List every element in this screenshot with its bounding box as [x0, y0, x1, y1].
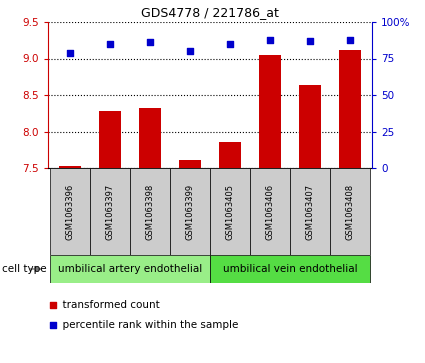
- Text: cell type: cell type: [2, 264, 47, 274]
- Text: GSM1063405: GSM1063405: [226, 184, 235, 240]
- Bar: [290, 168, 330, 255]
- Text: GSM1063396: GSM1063396: [65, 183, 74, 240]
- Bar: [339, 50, 361, 363]
- Text: GSM1063408: GSM1063408: [346, 183, 354, 240]
- Point: [50, 302, 57, 308]
- Point: [50, 322, 57, 328]
- Bar: [210, 255, 370, 283]
- Point: [306, 38, 313, 44]
- Text: umbilical artery endothelial: umbilical artery endothelial: [58, 264, 202, 274]
- Text: GSM1063407: GSM1063407: [306, 183, 314, 240]
- Bar: [219, 142, 241, 363]
- Bar: [250, 168, 290, 255]
- Text: percentile rank within the sample: percentile rank within the sample: [57, 320, 239, 330]
- Bar: [330, 168, 370, 255]
- Bar: [50, 168, 90, 255]
- Title: GDS4778 / 221786_at: GDS4778 / 221786_at: [141, 7, 279, 20]
- Bar: [299, 85, 321, 363]
- Point: [227, 41, 233, 47]
- Point: [107, 41, 113, 47]
- Bar: [59, 166, 81, 363]
- Text: GSM1063399: GSM1063399: [185, 183, 195, 240]
- Text: umbilical vein endothelial: umbilical vein endothelial: [223, 264, 357, 274]
- Text: GSM1063397: GSM1063397: [105, 183, 114, 240]
- Bar: [210, 168, 250, 255]
- Bar: [90, 168, 130, 255]
- Bar: [50, 255, 210, 283]
- Point: [187, 48, 193, 54]
- Point: [147, 40, 153, 45]
- Bar: [170, 168, 210, 255]
- Point: [347, 37, 354, 42]
- Bar: [139, 108, 161, 363]
- Text: transformed count: transformed count: [57, 300, 160, 310]
- Bar: [259, 55, 281, 363]
- Bar: [130, 168, 170, 255]
- Bar: [179, 160, 201, 363]
- Text: GSM1063406: GSM1063406: [266, 183, 275, 240]
- Bar: [99, 111, 121, 363]
- Point: [266, 37, 273, 42]
- Text: GSM1063398: GSM1063398: [145, 183, 155, 240]
- Point: [67, 50, 74, 56]
